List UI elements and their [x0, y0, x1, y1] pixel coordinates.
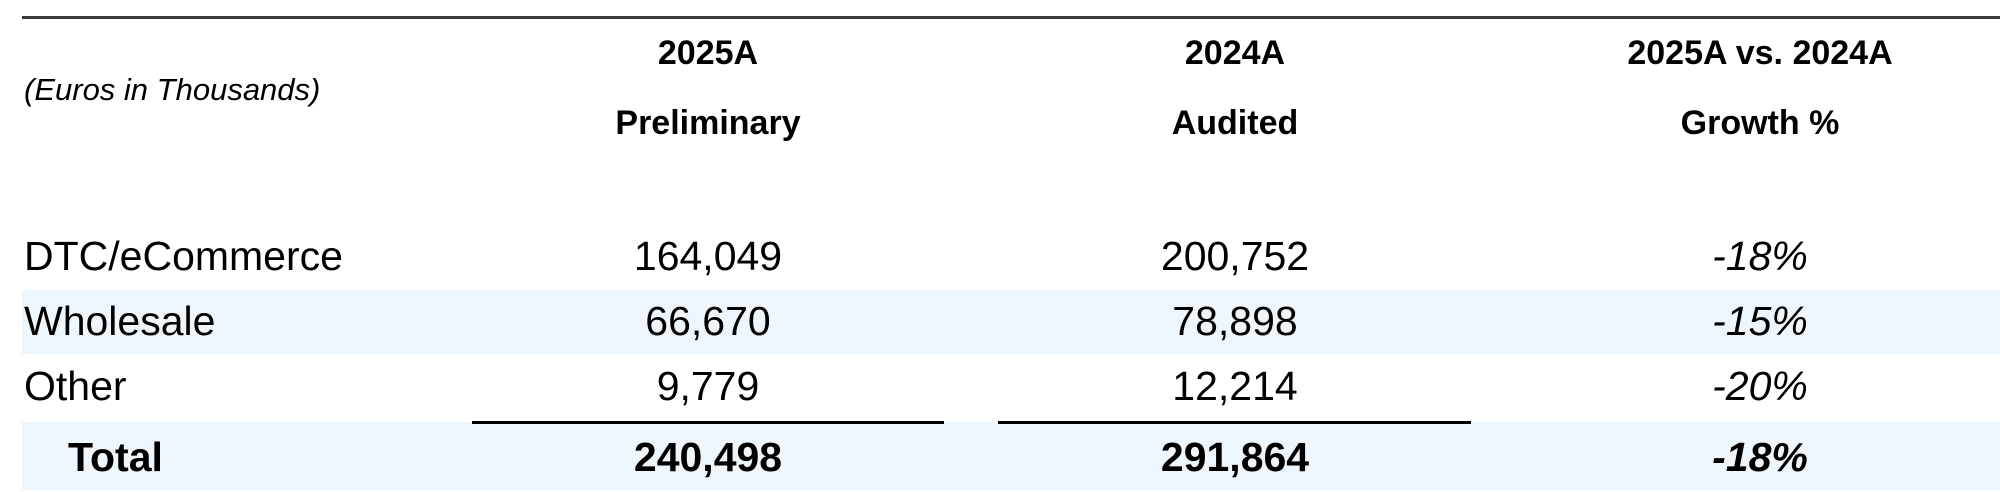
row-label-other: Other: [24, 363, 127, 409]
row-wholesale-2025: 66,670: [645, 298, 771, 344]
header-2024-year: 2024A: [1184, 34, 1286, 72]
row-band-wholesale: [22, 290, 2000, 354]
total-underline-2025: [472, 421, 944, 424]
header-2024-status: Audited: [1171, 104, 1299, 142]
row-wholesale-2024: 78,898: [1172, 298, 1298, 344]
row-dtc-2024: 200,752: [1160, 233, 1310, 279]
header-2025-year: 2025A: [657, 34, 759, 72]
units-label: (Euros in Thousands): [24, 72, 321, 107]
top-rule: [22, 16, 2000, 19]
row-label-wholesale: Wholesale: [24, 298, 216, 344]
header-2025-status: Preliminary: [615, 104, 801, 142]
header-growth-label: Growth %: [1680, 104, 1840, 142]
row-other-2025: 9,779: [656, 363, 760, 409]
row-band-total: [22, 422, 2000, 490]
header-growth-title: 2025A vs. 2024A: [1627, 34, 1893, 72]
total-underline-2024: [998, 421, 1471, 424]
total-label: Total: [68, 434, 163, 480]
row-label-dtc: DTC/eCommerce: [24, 233, 343, 279]
row-other-2024: 12,214: [1172, 363, 1298, 409]
total-2025: 240,498: [633, 434, 783, 480]
row-wholesale-growth: -15%: [1712, 298, 1808, 344]
row-dtc-growth: -18%: [1712, 233, 1808, 279]
total-2024: 291,864: [1160, 434, 1310, 480]
row-other-growth: -20%: [1712, 363, 1808, 409]
row-dtc-2025: 164,049: [633, 233, 783, 279]
total-growth: -18%: [1712, 434, 1808, 480]
